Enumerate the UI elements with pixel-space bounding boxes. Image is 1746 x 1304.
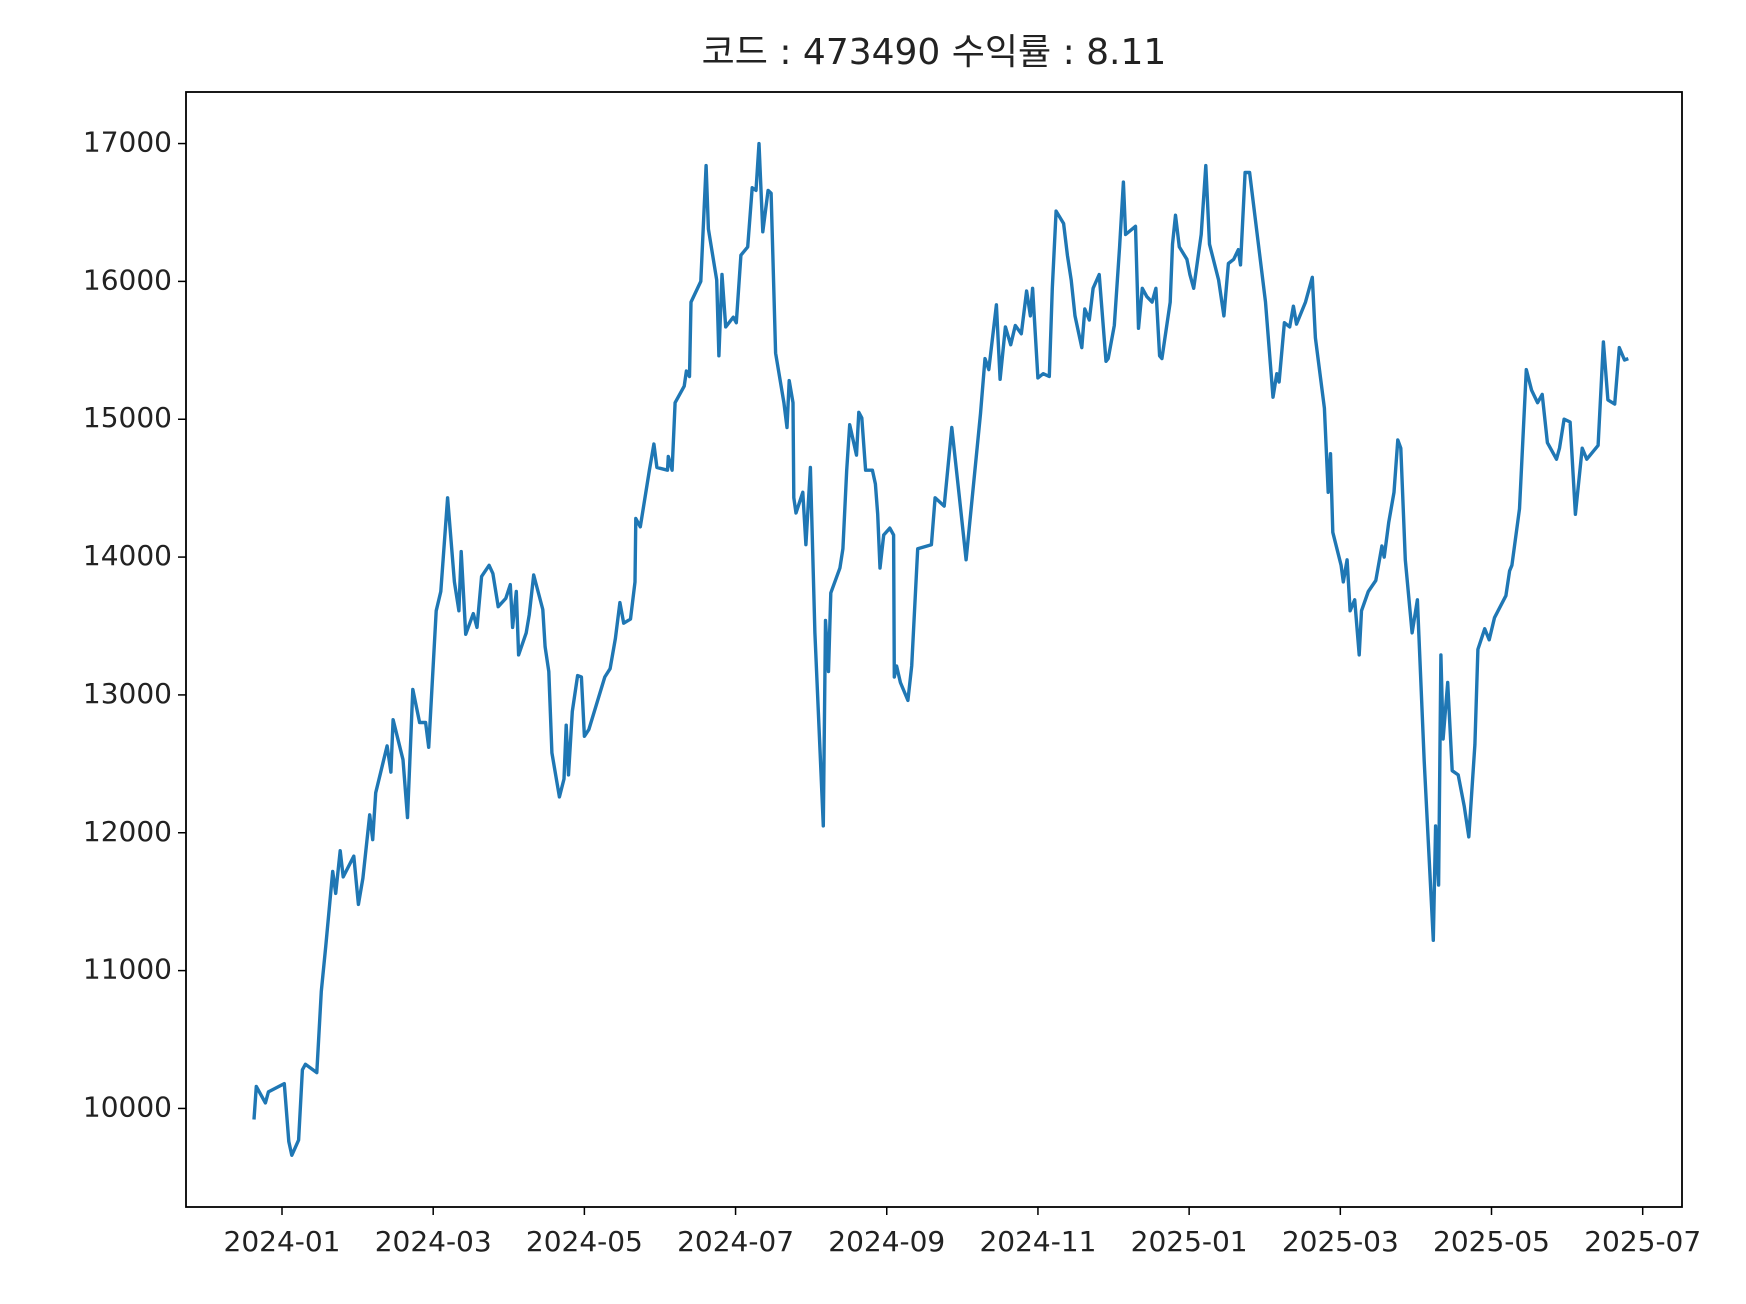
y-tick-label: 10000 [83,1090,172,1123]
x-tick-label: 2025-03 [1282,1225,1399,1258]
x-tick-label: 2024-09 [828,1225,945,1258]
x-tick-label: 2024-05 [526,1225,643,1258]
y-tick-label: 17000 [83,126,172,159]
y-tick-label: 14000 [83,539,172,572]
chart-title: 코드 : 473490 수익률 : 8.11 [702,32,1167,73]
y-tick-label: 16000 [83,263,172,296]
x-tick-label: 2024-07 [677,1225,794,1258]
x-tick-label: 2024-03 [375,1225,492,1258]
price-line [252,141,1629,1157]
y-tick-label: 12000 [83,815,172,848]
x-tick-label: 2024-11 [979,1225,1096,1258]
x-tick-label: 2025-01 [1131,1225,1248,1258]
plot-frame [185,91,1683,1208]
x-tick-label: 2025-05 [1433,1225,1550,1258]
x-tick-label: 2025-07 [1584,1225,1701,1258]
y-tick-label: 15000 [83,401,172,434]
y-tick-label: 11000 [83,953,172,986]
x-tick-label: 2024-01 [224,1225,341,1258]
y-tick-label: 13000 [83,677,172,710]
